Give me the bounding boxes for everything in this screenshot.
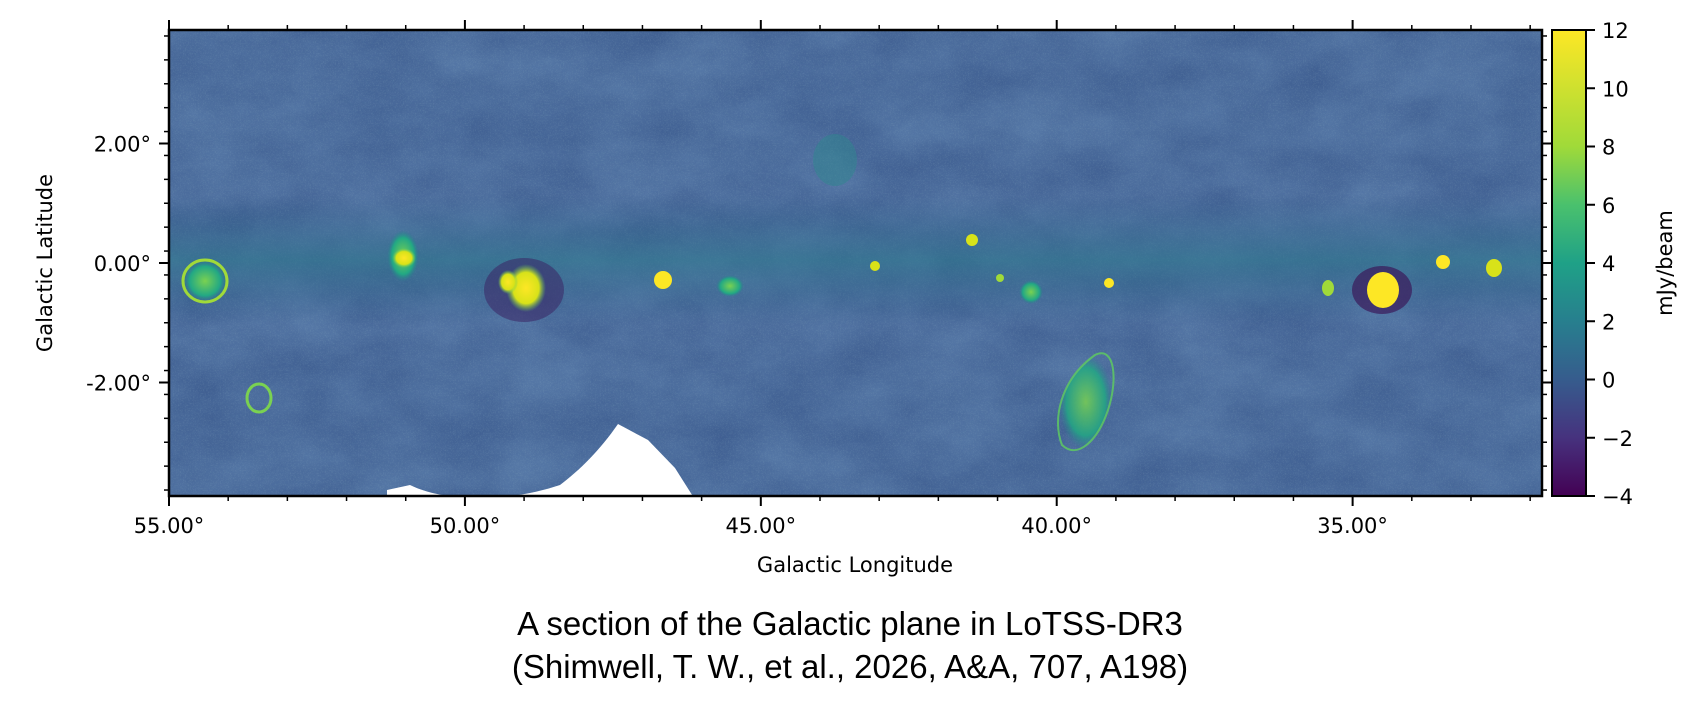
source-shell	[245, 382, 273, 414]
y-tick-label: 0.00°	[94, 252, 151, 276]
galactic-plane-band	[169, 195, 1542, 325]
source-bright	[1367, 272, 1399, 308]
radio-map	[169, 30, 1542, 496]
colorbar-tick-label: 6	[1602, 194, 1615, 218]
source-compact	[1486, 259, 1502, 277]
x-tick-label: 40.00°	[1021, 514, 1092, 538]
source-snr-filament	[1057, 352, 1115, 451]
colorbar-tick-label: 0	[1602, 369, 1615, 393]
coverage-gap	[387, 424, 693, 496]
source-shell	[716, 275, 744, 297]
caption-title: A section of the Galactic plane in LoTSS…	[517, 605, 1183, 642]
source-compact	[996, 274, 1004, 282]
source-compact	[1104, 278, 1114, 288]
y-tick-label: -2.00°	[86, 371, 151, 395]
colorbar-tick-label: 4	[1602, 252, 1615, 276]
source-shell	[1322, 280, 1334, 296]
x-tick-label: 35.00°	[1317, 514, 1388, 538]
source-diffuse	[813, 134, 857, 186]
x-tick-label: 50.00°	[430, 514, 501, 538]
colorbar-tick-label: 12	[1602, 19, 1629, 43]
source-bright	[498, 270, 518, 294]
source-shell	[1019, 280, 1043, 304]
y-tick-label: 2.00°	[94, 133, 151, 157]
source-bright	[654, 271, 672, 289]
x-tick-label: 45.00°	[725, 514, 796, 538]
colorbar-tick-label: 10	[1602, 77, 1629, 101]
caption-citation: (Shimwell, T. W., et al., 2026, A&A, 707…	[511, 648, 1189, 685]
x-axis-title: Galactic Longitude	[757, 553, 953, 577]
source-bright	[392, 248, 416, 268]
source-compact	[870, 261, 880, 271]
colorbar-tick-label: −4	[1602, 485, 1633, 509]
y-axis: 2.00° 0.00° -2.00°	[86, 35, 1552, 491]
colorbar-title: mJy/beam	[1653, 210, 1677, 316]
source-shell	[181, 258, 229, 304]
colorbar	[1551, 29, 1587, 497]
radio-sources	[181, 134, 1502, 451]
y-axis-title: Galactic Latitude	[33, 174, 57, 352]
colorbar-tick-label: 8	[1602, 136, 1615, 160]
source-compact	[1436, 255, 1450, 269]
x-tick-label: 55.00°	[134, 514, 205, 538]
x-axis: 55.00° 50.00° 45.00° 40.00° 35.00°	[134, 20, 1531, 538]
colorbar-tick-label: −2	[1602, 427, 1633, 451]
source-compact	[966, 234, 978, 246]
colorbar-tick-label: 2	[1602, 310, 1615, 334]
colorbar-axis: 12 10 8 6 4 2 0 −2 −4	[1586, 19, 1633, 509]
